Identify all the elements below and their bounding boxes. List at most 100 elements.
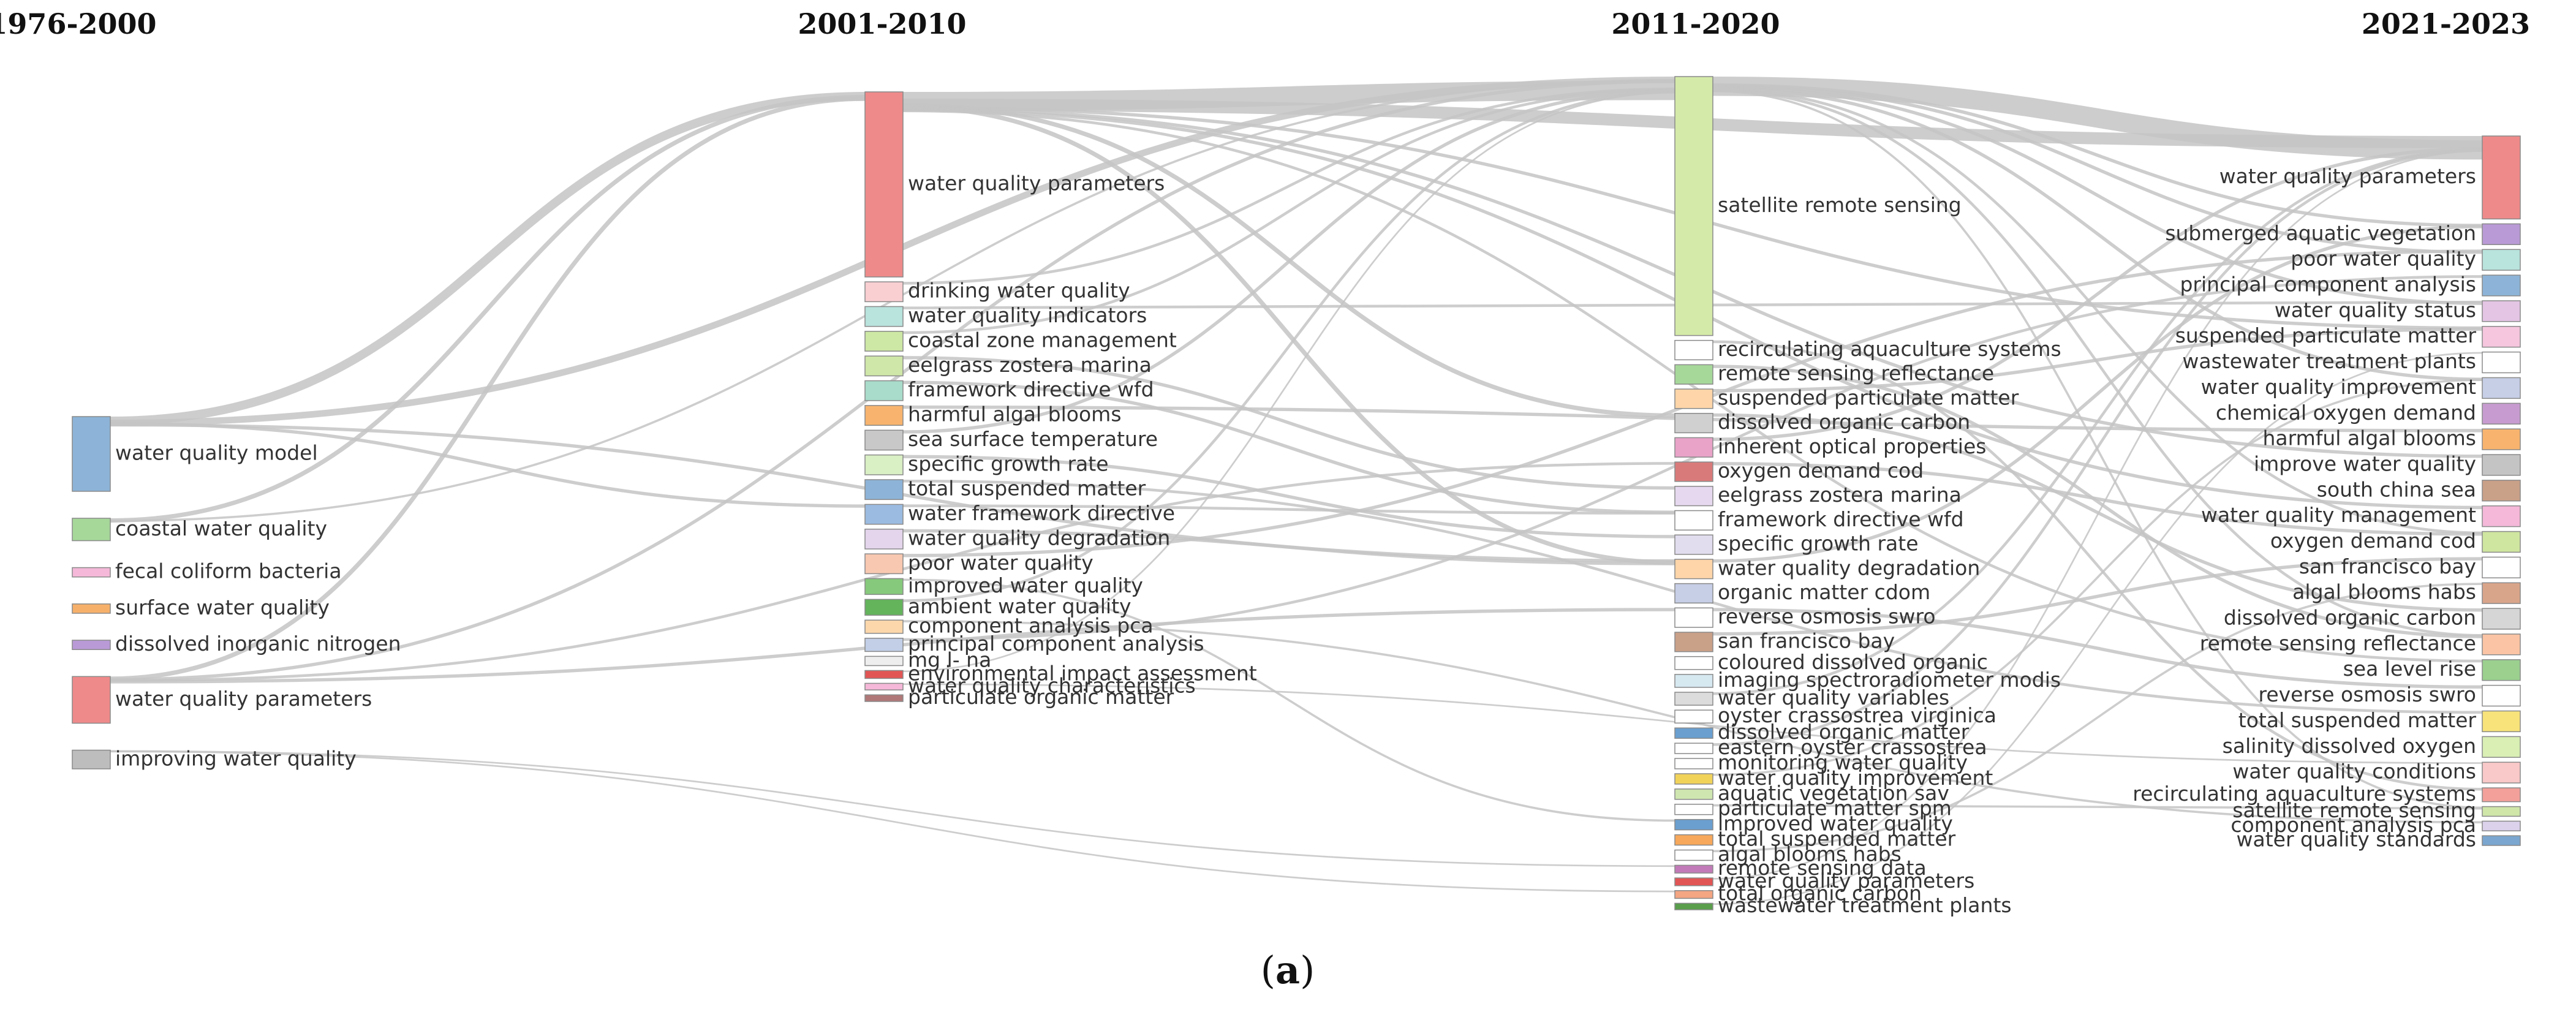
node-2-algal-blooms-habs[interactable] bbox=[1674, 849, 1713, 861]
node-2-aquatic-vegetation-sav[interactable] bbox=[1674, 788, 1713, 800]
node-3-south-china-sea[interactable] bbox=[2482, 480, 2521, 502]
node-3-water-quality-parameters[interactable] bbox=[2482, 135, 2521, 220]
node-1-improved-water-quality[interactable] bbox=[864, 578, 904, 595]
node-2-improved-water-quality[interactable] bbox=[1674, 818, 1713, 831]
node-2-san-francisco-bay[interactable] bbox=[1674, 632, 1713, 652]
node-3-dissolved-organic-carbon[interactable] bbox=[2482, 608, 2521, 630]
node-1-poor-water-quality[interactable] bbox=[864, 553, 904, 575]
node-1-sea-surface-temperature[interactable] bbox=[864, 429, 904, 451]
node-3-reverse-osmosis-swro[interactable] bbox=[2482, 684, 2521, 707]
node-3-chemical-oxygen-demand[interactable] bbox=[2482, 402, 2521, 425]
node-2-eelgrass-zostera-marina[interactable] bbox=[1674, 486, 1713, 507]
node-1-framework-directive-wfd[interactable] bbox=[864, 380, 904, 401]
node-label: poor water quality bbox=[908, 551, 1093, 575]
node-label: san francisco bay bbox=[2299, 554, 2476, 578]
node-0-surface-water-quality[interactable] bbox=[72, 603, 111, 614]
node-3-water-quality-status[interactable] bbox=[2482, 300, 2521, 322]
node-2-wastewater-treatment-plants[interactable] bbox=[1674, 902, 1713, 910]
node-1-water-framework-directive[interactable] bbox=[864, 504, 904, 525]
node-3-suspended-particulate-matter[interactable] bbox=[2482, 326, 2521, 348]
node-3-recirculating-aquaculture-systems[interactable] bbox=[2482, 787, 2521, 803]
node-3-improve-water-quality[interactable] bbox=[2482, 454, 2521, 476]
node-2-total-organic-carbon[interactable] bbox=[1674, 890, 1713, 899]
node-2-organic-matter-cdom[interactable] bbox=[1674, 583, 1713, 604]
node-2-total-suspended-matter[interactable] bbox=[1674, 834, 1713, 846]
node-2-reverse-osmosis-swro[interactable] bbox=[1674, 607, 1713, 628]
node-2-suspended-particulate-matter[interactable] bbox=[1674, 388, 1713, 409]
node-1-water-quality-degradation[interactable] bbox=[864, 528, 904, 550]
node-2-water-quality-improvement[interactable] bbox=[1674, 773, 1713, 785]
node-0-coastal-water-quality[interactable] bbox=[72, 518, 111, 542]
node-0-improving-water-quality[interactable] bbox=[72, 749, 111, 769]
flow-link-2-0-to-3-2 bbox=[1712, 84, 2483, 254]
node-3-remote-sensing-reflectance[interactable] bbox=[2482, 633, 2521, 656]
node-2-water-quality-degradation[interactable] bbox=[1674, 559, 1713, 580]
node-3-sea-level-rise[interactable] bbox=[2482, 659, 2521, 681]
node-2-remote-sensing-reflectance[interactable] bbox=[1674, 364, 1713, 385]
node-label: water quality variables bbox=[1718, 686, 1949, 709]
node-1-harmful-algal-blooms[interactable] bbox=[864, 405, 904, 426]
node-3-water-quality-management[interactable] bbox=[2482, 505, 2521, 527]
node-3-satellite-remote-sensing[interactable] bbox=[2482, 806, 2521, 817]
node-label: component analysis pca bbox=[2230, 813, 2476, 837]
node-2-framework-directive-wfd[interactable] bbox=[1674, 510, 1713, 531]
node-2-satellite-remote-sensing[interactable] bbox=[1674, 76, 1713, 336]
node-2-specific-growth-rate[interactable] bbox=[1674, 534, 1713, 555]
node-3-harmful-algal-blooms[interactable] bbox=[2482, 428, 2521, 450]
period-header-0: 1976-2000 bbox=[0, 7, 157, 40]
node-2-dissolved-organic-matter[interactable] bbox=[1674, 727, 1713, 739]
node-2-water-quality-variables[interactable] bbox=[1674, 692, 1713, 706]
node-1-principal-component-analysis[interactable] bbox=[864, 638, 904, 652]
node-2-recirculating-aquaculture-systems[interactable] bbox=[1674, 339, 1713, 361]
node-2-inherent-optical-properties[interactable] bbox=[1674, 437, 1713, 458]
node-3-water-quality-standards[interactable] bbox=[2482, 835, 2521, 846]
node-1-particulate-organic-matter[interactable] bbox=[864, 694, 904, 702]
node-1-component-analysis-pca[interactable] bbox=[864, 619, 904, 634]
node-3-wastewater-treatment-plants[interactable] bbox=[2482, 351, 2521, 374]
node-1-water-quality-parameters[interactable] bbox=[864, 91, 904, 278]
node-1-total-suspended-matter[interactable] bbox=[864, 479, 904, 501]
flow-link-1-18-to-2-0 bbox=[902, 91, 1675, 673]
node-3-salinity-dissolved-oxygen[interactable] bbox=[2482, 736, 2521, 758]
node-label: particulate organic matter bbox=[908, 685, 1174, 709]
node-2-imaging-spectroradiometer-modis[interactable] bbox=[1674, 674, 1713, 688]
node-3-algal-blooms-habs[interactable] bbox=[2482, 582, 2521, 604]
node-2-remote-sensing-data[interactable] bbox=[1674, 864, 1713, 874]
node-2-dissolved-organic-carbon[interactable] bbox=[1674, 412, 1713, 434]
node-label: ambient water quality bbox=[908, 594, 1131, 618]
node-0-fecal-coliform-bacteria[interactable] bbox=[72, 567, 111, 578]
node-2-eastern-oyster-crassostrea[interactable] bbox=[1674, 743, 1713, 754]
flow-link-1-13-to-2-24 bbox=[902, 578, 1675, 822]
node-label: water quality management bbox=[2201, 503, 2476, 527]
node-1-eelgrass-zostera-marina[interactable] bbox=[864, 355, 904, 377]
node-1-ambient-water-quality[interactable] bbox=[864, 599, 904, 616]
node-2-oyster-crassostrea-virginica[interactable] bbox=[1674, 709, 1713, 724]
node-label: oxygen demand cod bbox=[1718, 458, 1924, 482]
node-1-water-quality-characteristics[interactable] bbox=[864, 682, 904, 690]
node-1-water-quality-indicators[interactable] bbox=[864, 306, 904, 327]
node-label: san francisco bay bbox=[1718, 629, 1895, 652]
node-3-principal-component-analysis[interactable] bbox=[2482, 274, 2521, 297]
node-3-water-quality-conditions[interactable] bbox=[2482, 761, 2521, 784]
node-1-drinking-water-quality[interactable] bbox=[864, 281, 904, 303]
node-0-dissolved-inorganic-nitrogen[interactable] bbox=[72, 640, 111, 651]
node-3-submerged-aquatic-vegetation[interactable] bbox=[2482, 223, 2521, 245]
node-2-oxygen-demand-cod[interactable] bbox=[1674, 461, 1713, 482]
node-2-particulate-matter-spm[interactable] bbox=[1674, 804, 1713, 815]
node-0-water-quality-model[interactable] bbox=[72, 416, 111, 492]
node-label: remote sensing data bbox=[1718, 856, 1927, 880]
node-3-san-francisco-bay[interactable] bbox=[2482, 556, 2521, 579]
node-3-water-quality-improvement[interactable] bbox=[2482, 377, 2521, 399]
node-2-monitoring-water-quality[interactable] bbox=[1674, 758, 1713, 769]
node-1-environmental-impact-assessment[interactable] bbox=[864, 670, 904, 679]
node-1-coastal-zone-management[interactable] bbox=[864, 331, 904, 352]
node-1-specific-growth-rate[interactable] bbox=[864, 454, 904, 475]
node-3-component-analysis-pca[interactable] bbox=[2482, 820, 2521, 831]
node-0-water-quality-parameters[interactable] bbox=[72, 676, 111, 724]
node-3-poor-water-quality[interactable] bbox=[2482, 249, 2521, 271]
node-2-coloured-dissolved-organic[interactable] bbox=[1674, 656, 1713, 670]
node-3-oxygen-demand-cod[interactable] bbox=[2482, 531, 2521, 553]
node-3-total-suspended-matter[interactable] bbox=[2482, 710, 2521, 733]
node-1-mg-l-na[interactable] bbox=[864, 656, 904, 667]
node-2-water-quality-parameters[interactable] bbox=[1674, 877, 1713, 886]
